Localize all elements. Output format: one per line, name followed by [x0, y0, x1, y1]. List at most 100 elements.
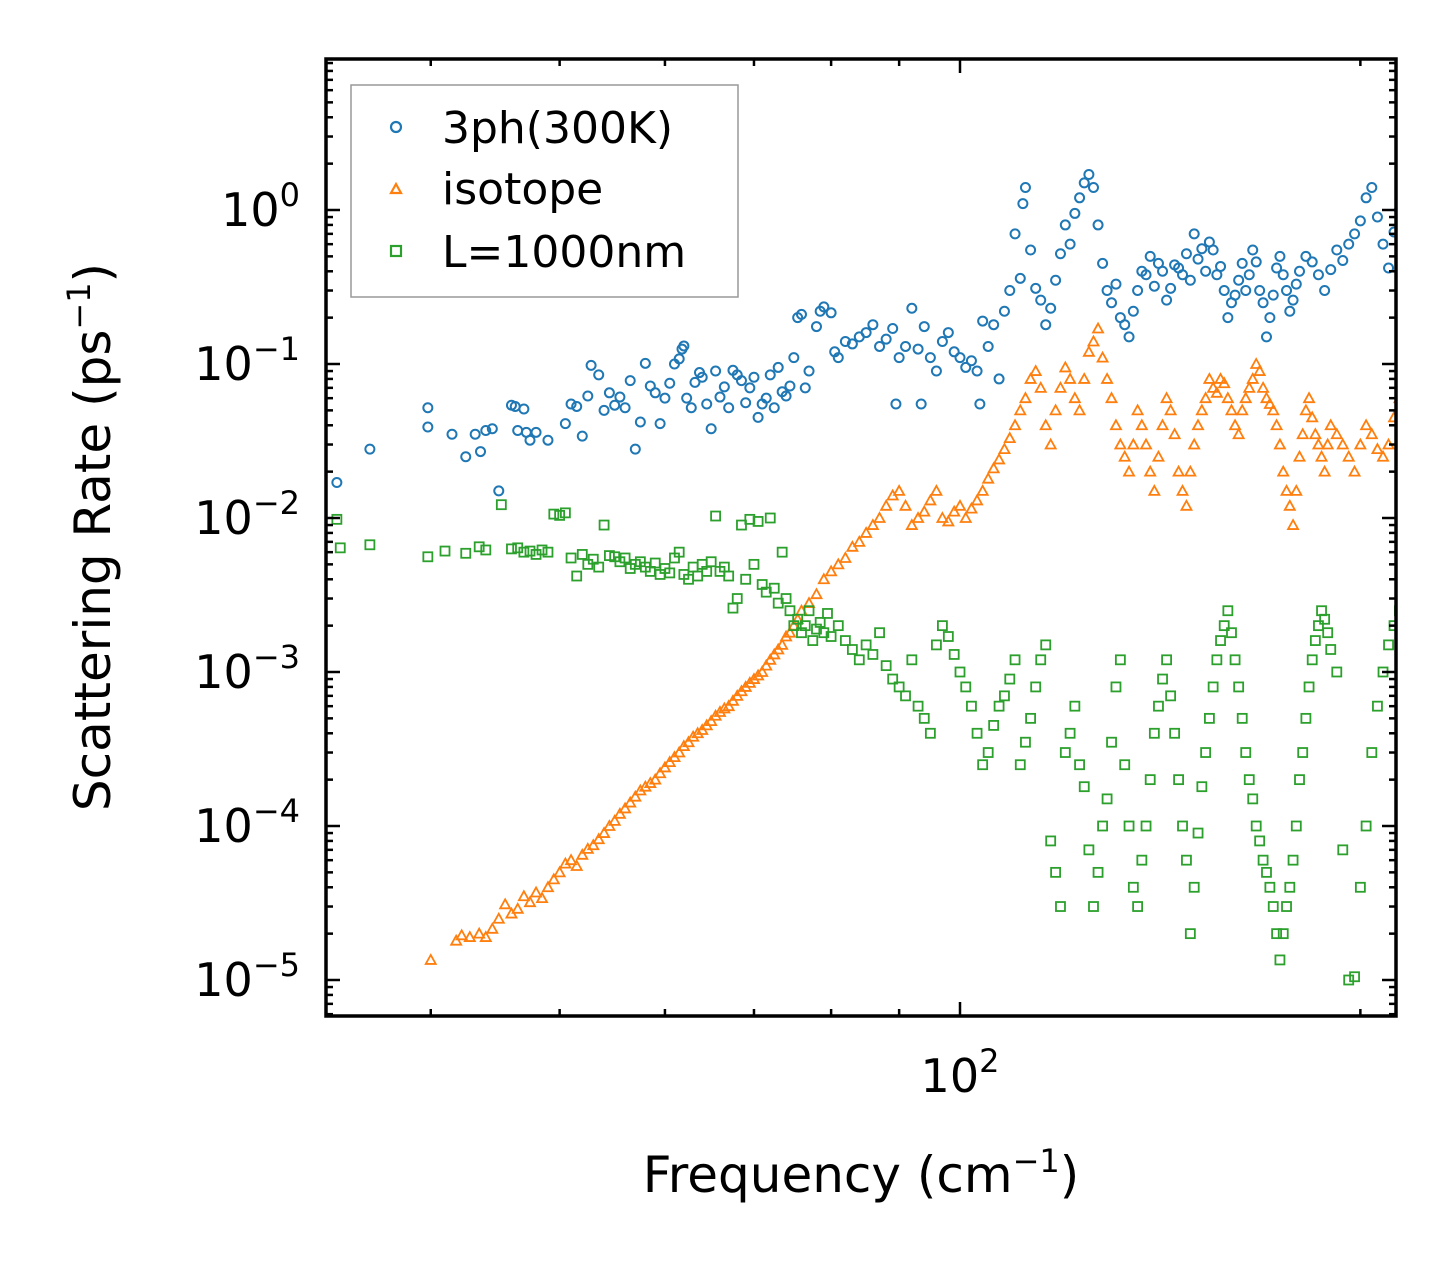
- point-3ph: [948, 346, 960, 358]
- point-3ph: [784, 380, 796, 392]
- point-isotope: [1242, 381, 1256, 393]
- point-l1000nm: [1267, 901, 1279, 912]
- point-isotope: [802, 596, 816, 609]
- point-3ph: [1319, 285, 1331, 297]
- point-3ph: [1306, 256, 1318, 268]
- point-3ph: [654, 418, 666, 430]
- point-3ph: [524, 434, 536, 446]
- point-l1000nm: [1119, 759, 1131, 771]
- point-3ph: [1236, 257, 1248, 269]
- point-isotope: [553, 865, 567, 878]
- point-l1000nm: [982, 747, 994, 758]
- point-l1000nm: [1354, 881, 1366, 893]
- point-l1000nm: [1192, 827, 1204, 839]
- legend-label-isotope: isotope: [442, 164, 603, 215]
- point-3ph: [998, 305, 1010, 317]
- point-3ph: [1074, 192, 1086, 204]
- point-3ph: [1325, 264, 1337, 276]
- point-l1000nm: [1177, 820, 1188, 832]
- point-3ph: [723, 402, 735, 414]
- point-3ph: [993, 373, 1005, 385]
- point-3ph: [960, 361, 972, 373]
- point-isotope: [597, 826, 611, 838]
- point-3ph: [1349, 228, 1361, 240]
- point-3ph: [559, 418, 571, 430]
- point-3ph: [705, 423, 717, 435]
- point-isotope: [1126, 437, 1140, 450]
- point-isotope: [1365, 427, 1379, 440]
- point-l1000nm: [518, 546, 530, 558]
- point-isotope: [608, 813, 622, 826]
- point-3ph: [1148, 280, 1160, 292]
- point-l1000nm: [1040, 639, 1052, 651]
- point-l1000nm: [988, 720, 1000, 731]
- point-3ph: [810, 321, 822, 333]
- point-l1000nm: [495, 499, 507, 511]
- point-l1000nm: [1074, 759, 1085, 771]
- point-isotope: [511, 901, 525, 914]
- point-isotope: [643, 776, 657, 788]
- point-l1000nm: [807, 635, 819, 646]
- point-isotope: [1311, 437, 1325, 450]
- point-3ph: [971, 365, 983, 377]
- point-isotope: [1292, 449, 1307, 462]
- series-0: [331, 169, 1396, 497]
- point-isotope: [859, 526, 873, 538]
- point-l1000nm: [900, 690, 911, 702]
- point-l1000nm: [1101, 793, 1113, 805]
- point-3ph: [486, 423, 498, 435]
- point-l1000nm: [1014, 759, 1026, 771]
- point-isotope: [485, 921, 499, 934]
- point-3ph: [1233, 274, 1245, 286]
- legend-marker-triangle: [389, 181, 403, 195]
- point-isotope: [1276, 464, 1290, 477]
- point-isotope: [1296, 427, 1310, 440]
- point-l1000nm: [814, 616, 826, 628]
- point-isotope: [1179, 498, 1193, 511]
- point-l1000nm: [1059, 747, 1071, 758]
- point-3ph: [965, 355, 977, 367]
- point-3ph: [924, 352, 936, 364]
- point-3ph: [639, 357, 651, 369]
- point-l1000nm: [1204, 712, 1215, 724]
- point-l1000nm: [554, 509, 566, 521]
- legend: 3ph(300K) isotope L=1000nm: [350, 84, 739, 298]
- point-isotope: [1273, 437, 1287, 450]
- point-l1000nm: [1165, 690, 1177, 702]
- point-isotope: [517, 889, 531, 902]
- point-3ph: [846, 338, 858, 350]
- point-l1000nm: [1211, 654, 1223, 666]
- point-l1000nm: [422, 551, 434, 563]
- point-3ph: [1300, 250, 1312, 262]
- point-3ph: [1127, 305, 1139, 317]
- point-3ph: [1331, 244, 1343, 256]
- point-isotope: [472, 926, 486, 939]
- point-3ph: [1240, 285, 1252, 297]
- point-l1000nm: [619, 552, 631, 564]
- point-isotope: [1073, 403, 1087, 416]
- point-isotope: [1029, 364, 1043, 376]
- point-l1000nm: [576, 549, 588, 560]
- point-l1000nm: [1257, 854, 1269, 866]
- point-isotope: [570, 859, 584, 871]
- point-l1000nm: [977, 759, 989, 771]
- point-isotope: [923, 493, 937, 506]
- point-isotope: [783, 625, 797, 638]
- point-l1000nm: [1281, 901, 1292, 912]
- point-isotope: [1008, 418, 1022, 431]
- y-axis-title: Scattering Rate (ps−1): [60, 263, 122, 811]
- point-l1000nm: [1300, 712, 1312, 724]
- point-l1000nm: [1313, 620, 1324, 632]
- point-isotope: [917, 504, 931, 517]
- point-l1000nm: [1233, 681, 1245, 693]
- point-isotope: [1160, 391, 1174, 404]
- point-3ph: [1087, 181, 1099, 193]
- point-3ph: [912, 343, 924, 355]
- y-tick-label: 10−3: [194, 638, 300, 699]
- point-isotope: [547, 872, 561, 885]
- point-isotope: [1077, 372, 1091, 384]
- point-l1000nm: [906, 654, 918, 666]
- point-l1000nm: [1218, 620, 1230, 632]
- point-l1000nm: [1188, 881, 1200, 893]
- point-isotope: [1353, 437, 1367, 450]
